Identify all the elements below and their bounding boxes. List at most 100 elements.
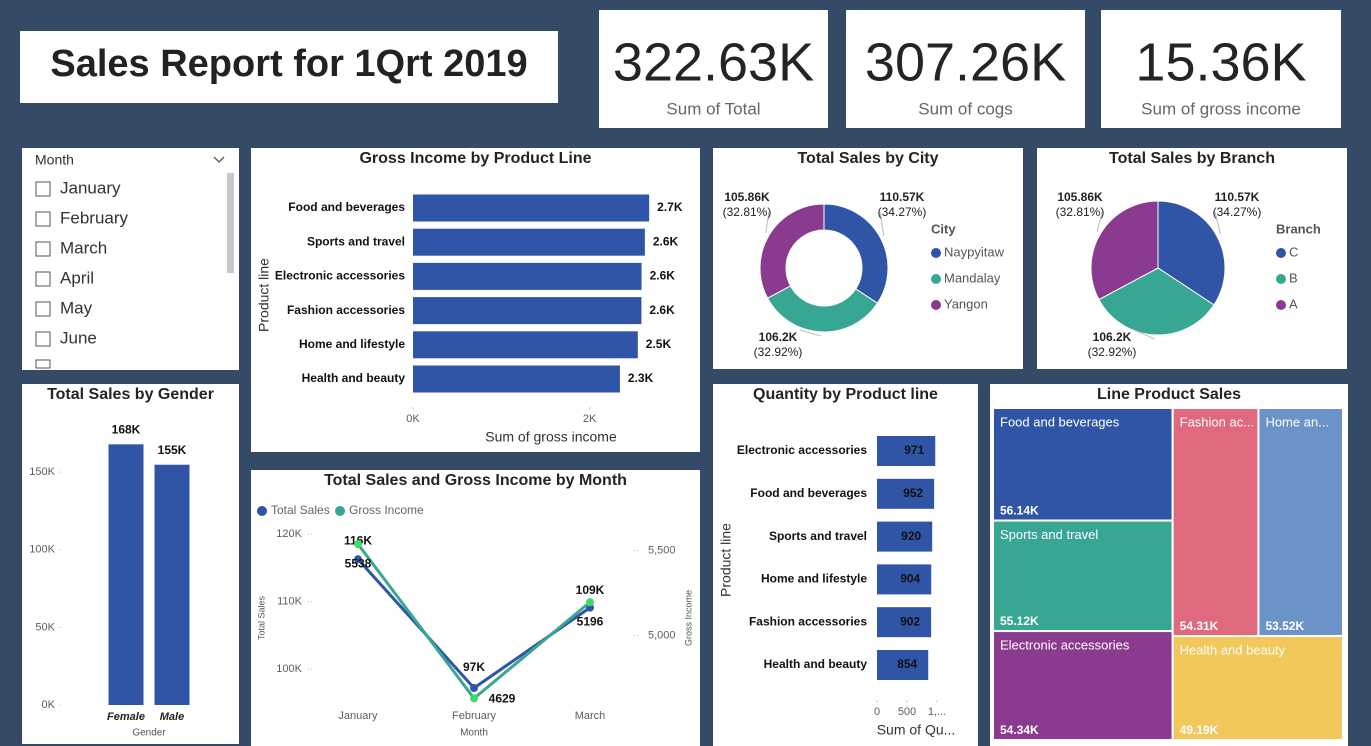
legend-label: C [1289, 244, 1298, 259]
data-label: 155K [158, 443, 187, 457]
legend-label: A [1289, 296, 1298, 311]
legend-label: Gross Income [349, 503, 424, 517]
y-tick-label: 0K [42, 699, 56, 711]
point [470, 694, 478, 703]
tile-label: Home an... [1265, 414, 1329, 429]
data-label: 952 [903, 486, 923, 500]
bar [877, 564, 932, 595]
slicer-item[interactable]: January [60, 178, 121, 197]
leader-line [879, 211, 885, 236]
checkbox[interactable] [35, 331, 51, 347]
chart-title: Total Sales by Gender [47, 386, 214, 403]
data-label: 106.2K [759, 330, 798, 344]
legend-marker [931, 248, 941, 258]
y-tick-label: 110K [277, 596, 303, 608]
legend-marker [931, 300, 941, 310]
x-tick-label: 500 [898, 706, 916, 718]
checkbox[interactable] [35, 271, 51, 287]
data-label: 2.6K [653, 234, 679, 248]
data-label: 5196 [577, 614, 604, 628]
treemap-tile [1171, 407, 1260, 637]
data-label: 2.6K [650, 269, 676, 283]
data-label: 110.57K [880, 190, 925, 204]
slicer-item[interactable]: June [60, 328, 97, 347]
kpi-value: 322.63K [613, 32, 814, 92]
bar [413, 297, 642, 325]
leader-line [1096, 211, 1103, 232]
bar [154, 464, 190, 705]
tile-value: 54.34K [1000, 723, 1039, 737]
x-axis-title: Sum of gross income [485, 429, 617, 445]
category-label: Electronic accessories [737, 443, 867, 457]
x-tick-label: 0K [406, 413, 420, 425]
data-percent: (32.92%) [754, 345, 803, 359]
category-label: Health and beauty [302, 371, 406, 385]
checkbox[interactable] [35, 211, 51, 227]
data-label: 106.2K [1093, 330, 1132, 344]
checkbox[interactable] [35, 301, 51, 317]
checkbox[interactable] [35, 241, 51, 257]
panel [599, 10, 828, 128]
data-label: 2.7K [657, 200, 683, 214]
data-label: 109K [576, 583, 605, 597]
chart-title: Total Sales by City [797, 150, 938, 167]
kpi-label: Sum of gross income [1141, 99, 1301, 118]
treemap-tile [1257, 407, 1344, 637]
chevron[interactable] [213, 156, 225, 163]
report-title: Sales Report for 1Qrt 2019 [50, 43, 527, 85]
chart-title: Gross Income by Product Line [359, 150, 591, 167]
slicer-item[interactable]: May [60, 298, 93, 317]
data-label: 902 [900, 614, 920, 628]
data-label: 5538 [345, 556, 372, 570]
x-axis-title: Sum of Qu... [877, 722, 956, 738]
data-label: 4629 [489, 692, 516, 706]
category-label: Sports and travel [307, 234, 405, 248]
category-label: Fashion accessories [749, 614, 867, 628]
legend-label: Total Sales [271, 503, 330, 517]
point [354, 555, 362, 564]
bar [108, 444, 144, 705]
treemap-tile [992, 519, 1174, 633]
bar [413, 194, 650, 222]
legend-marker [1276, 248, 1286, 258]
legend-title: City [931, 221, 956, 236]
checkbox[interactable] [35, 181, 51, 197]
kpi-value: 15.36K [1135, 32, 1306, 92]
x-axis-title: Gender [132, 728, 166, 739]
data-label: 854 [897, 657, 917, 671]
data-label: 105.86K [724, 190, 770, 204]
leader-line [1214, 211, 1221, 235]
chart-title: Line Product Sales [1097, 386, 1241, 403]
category-label: Electronic accessories [275, 269, 405, 283]
slice [1090, 200, 1159, 301]
panel [713, 384, 978, 746]
legend-label: Yangon [944, 296, 988, 311]
data-label: 920 [901, 529, 921, 543]
treemap-tile [992, 407, 1174, 522]
x-tick-label: 2K [583, 413, 597, 425]
data-label: 2.5K [646, 337, 672, 351]
data-label: 97K [463, 660, 485, 674]
data-percent: (32.92%) [1088, 345, 1137, 359]
checkbox[interactable] [35, 359, 51, 369]
legend-marker [335, 506, 345, 516]
y2-tick-label: 5,000 [648, 629, 676, 641]
slicer-item[interactable]: March [60, 238, 107, 257]
data-label: 971 [904, 443, 924, 457]
title-box [20, 31, 558, 103]
legend-title: Branch [1276, 221, 1321, 236]
bar [877, 607, 932, 638]
slice [759, 203, 825, 299]
slicer-item[interactable]: April [60, 268, 94, 287]
bar [413, 365, 620, 393]
legend-marker [1276, 300, 1286, 310]
data-percent: (32.81%) [723, 205, 772, 219]
category-label: Fashion accessories [287, 303, 405, 317]
y-axis-title: Total Sales [256, 595, 266, 640]
category-label: Home and lifestyle [761, 572, 867, 586]
legend-label: Mandalay [944, 270, 1001, 285]
leader-line [1133, 329, 1155, 340]
x-tick-label: 1,... [928, 706, 946, 718]
x-tick-label: Female [107, 711, 145, 723]
slicer-item[interactable]: February [60, 208, 129, 227]
